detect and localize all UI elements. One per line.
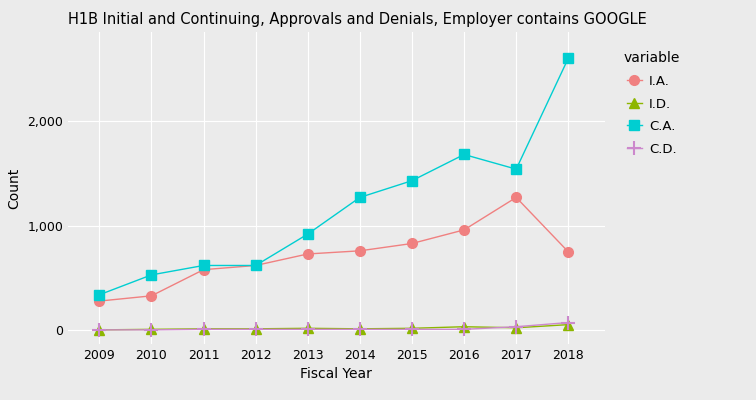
C.D. xyxy=(94,328,104,332)
I.D. xyxy=(303,326,312,331)
C.A. xyxy=(94,292,104,297)
C.D. xyxy=(355,327,364,332)
C.A. xyxy=(199,263,208,268)
Text: H1B Initial and Continuing, Approvals and Denials, Employer contains GOOGLE: H1B Initial and Continuing, Approvals an… xyxy=(68,12,647,27)
I.A. xyxy=(303,252,312,256)
C.D. xyxy=(199,327,208,332)
C.A. xyxy=(564,56,573,60)
C.A. xyxy=(355,195,364,200)
C.D. xyxy=(407,327,417,332)
I.A. xyxy=(94,299,104,304)
C.D. xyxy=(251,327,260,332)
X-axis label: Fiscal Year: Fiscal Year xyxy=(300,368,373,382)
Y-axis label: Count: Count xyxy=(8,167,22,209)
C.A. xyxy=(303,232,312,236)
C.A. xyxy=(251,263,260,268)
I.A. xyxy=(564,250,573,254)
Line: C.A.: C.A. xyxy=(94,53,573,300)
C.D. xyxy=(564,320,573,325)
I.A. xyxy=(460,228,469,232)
I.A. xyxy=(147,294,156,298)
I.D. xyxy=(355,326,364,331)
Line: C.D.: C.D. xyxy=(92,316,575,337)
C.D. xyxy=(460,327,469,332)
Line: I.D.: I.D. xyxy=(94,320,573,335)
I.D. xyxy=(512,325,521,330)
I.D. xyxy=(460,324,469,329)
C.D. xyxy=(147,328,156,332)
Line: I.A.: I.A. xyxy=(94,192,573,306)
I.D. xyxy=(251,326,260,331)
I.D. xyxy=(147,327,156,332)
I.A. xyxy=(355,248,364,253)
I.D. xyxy=(407,326,417,331)
I.A. xyxy=(199,267,208,272)
I.D. xyxy=(564,322,573,327)
C.D. xyxy=(512,324,521,329)
C.D. xyxy=(303,327,312,332)
C.A. xyxy=(512,167,521,172)
C.A. xyxy=(407,178,417,183)
C.A. xyxy=(147,272,156,277)
I.A. xyxy=(251,263,260,268)
Legend: I.A., I.D., C.A., C.D.: I.A., I.D., C.A., C.D. xyxy=(617,45,686,163)
C.A. xyxy=(460,152,469,157)
I.D. xyxy=(199,326,208,331)
I.D. xyxy=(94,328,104,332)
I.A. xyxy=(512,195,521,200)
I.A. xyxy=(407,241,417,246)
